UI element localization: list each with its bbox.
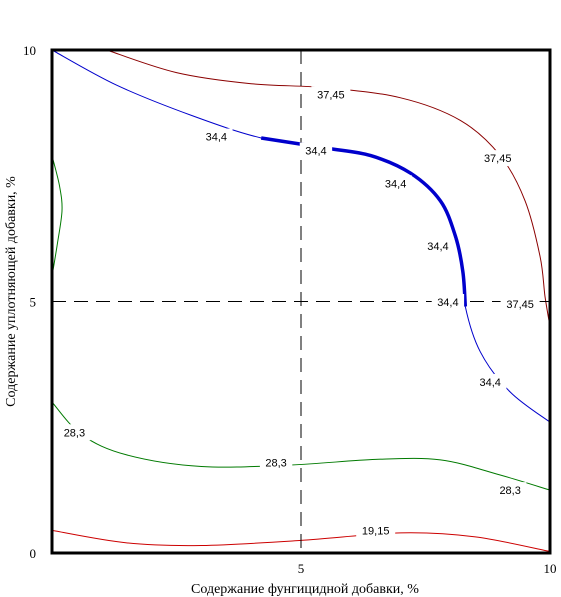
contour-1-label-bg-0 [200,128,233,145]
x-tick-10: 10 [544,561,557,576]
contour-2-label-2: 28,3 [499,485,520,497]
contour-2-label-bg-2 [493,482,527,499]
y-tick-10: 10 [23,43,36,58]
contour-0-label-1: 37,45 [484,153,512,165]
contour-4-label-bg-0 [356,522,396,539]
contour-0-label-bg-0 [311,86,351,103]
contour-1-label-bg-2 [379,175,412,192]
contour-2-label-bg-0 [58,424,91,441]
contour-1-emphasis [260,136,468,307]
contour-0-label-bg-1 [478,150,518,167]
contour-1-label-bg-3 [421,238,455,255]
tick-labels: 5 10 0 5 10 [23,43,557,576]
contour-0-line [106,49,551,327]
contour-labels: 37,45 37,45 37,45 34,4 34,4 34,4 34,4 34,4 34,4 2… [58,86,540,539]
contour-0-label-0: 37,45 [317,89,345,101]
x-tick-5: 5 [298,561,305,576]
contour-1-label-0: 34,4 [206,132,227,144]
y-tick-5: 5 [30,295,37,310]
contour-1-label-bg-5 [474,373,507,390]
contour-1-label-bg-4 [431,294,465,311]
plot-frame [50,48,552,555]
contour-1-label-3: 34,4 [427,241,448,253]
contour-1-label-1: 34,4 [305,146,326,158]
contour-4-label-0: 19,15 [362,525,390,537]
y-tick-0: 0 [30,546,37,561]
contour-1-label-bg-1 [299,142,333,159]
contour-1-label-4: 34,4 [437,297,458,309]
contour-0-label-2: 37,45 [506,299,534,311]
contour-2-label-1: 28,3 [265,457,286,469]
contour-3-line [51,155,63,277]
x-axis-title: Содержание фунгицидной добавки, % [191,582,419,597]
contour-1-label-2: 34,4 [385,178,406,190]
contour-2-label-bg-1 [259,454,293,471]
y-axis-title: Содержание уплотняющей добавки, % [4,176,19,407]
crosshair-guides [52,50,550,553]
contour-1-label-5: 34,4 [480,377,501,389]
contour-0-label-bg-2 [500,296,540,313]
contour-2-label-0: 28,3 [64,427,85,439]
